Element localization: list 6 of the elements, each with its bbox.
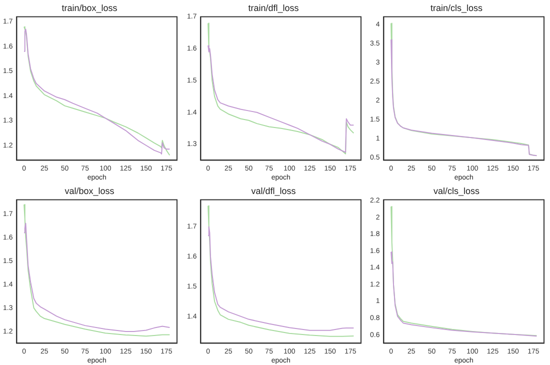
chart-title: train/cls_loss — [430, 2, 483, 13]
chart-title: train/dfl_loss — [248, 2, 299, 13]
chart-title: val/box_loss — [64, 185, 115, 196]
chart-title: val/cls_loss — [433, 185, 480, 196]
chart-title: val/dfl_loss — [250, 185, 296, 196]
chart-title: train/box_loss — [62, 2, 118, 13]
